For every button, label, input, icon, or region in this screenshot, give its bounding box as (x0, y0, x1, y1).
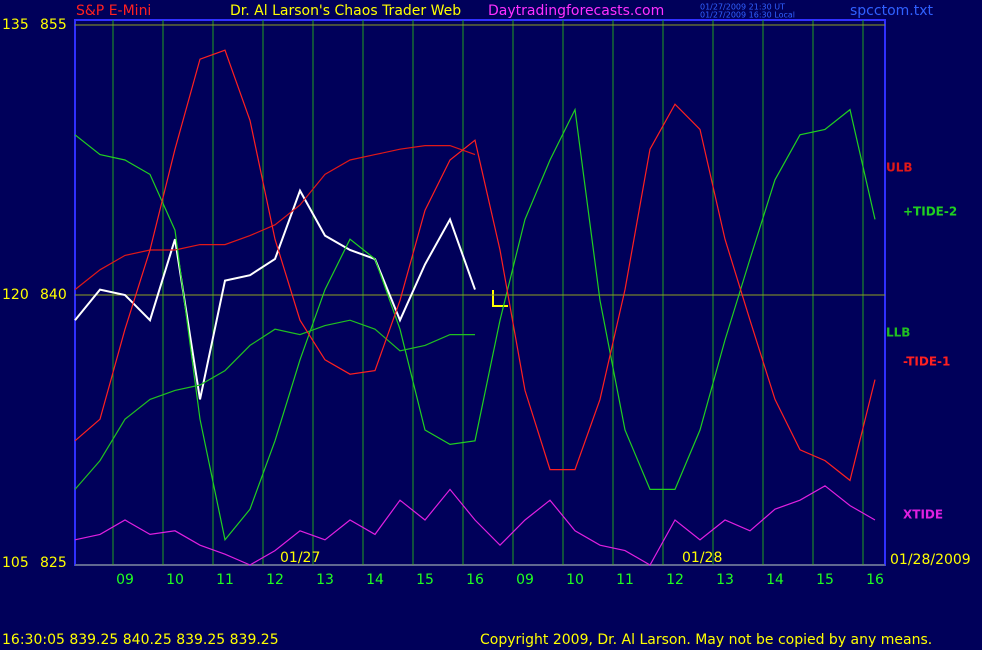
file-name: spcctom.txt (850, 3, 933, 19)
x-tick-label: 15 (416, 572, 434, 588)
legend-label: -TIDE-1 (903, 355, 950, 369)
x-tick-label: 12 (666, 572, 684, 588)
quote: 16:30:05 839.25 840.25 839.25 839.25 (2, 632, 279, 648)
timestamp: 01/27/2009 16:30 Local (700, 11, 795, 20)
series-line (74, 145, 476, 291)
copyright: Copyright 2009, Dr. Al Larson. May not b… (480, 632, 932, 648)
timestamp: 01/27/2009 21:30 UT (700, 3, 785, 12)
legend-label: XTIDE (903, 508, 943, 522)
y-tick-label: 855 (40, 17, 67, 33)
y2-tick-label: 120 (2, 287, 29, 303)
y2-tick-label: 105 (2, 555, 29, 571)
x-tick-label: 10 (566, 572, 584, 588)
y-tick-label: 840 (40, 287, 67, 303)
x-tick-label: 09 (516, 572, 534, 588)
x-tick-label: 15 (816, 572, 834, 588)
legend-label: ULB (886, 161, 913, 175)
x-tick-label: 14 (366, 572, 384, 588)
site: Daytradingforecasts.com (488, 3, 664, 19)
x-tick-label: 12 (266, 572, 284, 588)
x-tick-label: 13 (316, 572, 334, 588)
instrument: S&P E-Mini (76, 3, 151, 19)
series-line (74, 485, 876, 566)
legend-label: LLB (886, 326, 910, 340)
date-annotation: 01/28 (682, 550, 722, 566)
x-tick-label: 13 (716, 572, 734, 588)
series-line (74, 49, 876, 482)
x-tick-label: 10 (166, 572, 184, 588)
date-annotation: 01/27 (280, 550, 320, 566)
date-label: 01/28/2009 (890, 552, 971, 568)
series-line (74, 188, 476, 400)
y2-tick-label: 135 (2, 17, 29, 33)
x-tick-label: 16 (466, 572, 484, 588)
series-line (74, 319, 475, 490)
x-tick-label: 09 (116, 572, 134, 588)
legend-label: +TIDE-2 (903, 205, 957, 219)
y-tick-label: 825 (40, 555, 67, 571)
series-line (74, 107, 876, 542)
x-tick-label: 11 (616, 572, 634, 588)
x-tick-label: 16 (866, 572, 884, 588)
chart-title: Dr. Al Larson's Chaos Trader Web (230, 3, 461, 19)
x-tick-label: 14 (766, 572, 784, 588)
x-tick-label: 11 (216, 572, 234, 588)
